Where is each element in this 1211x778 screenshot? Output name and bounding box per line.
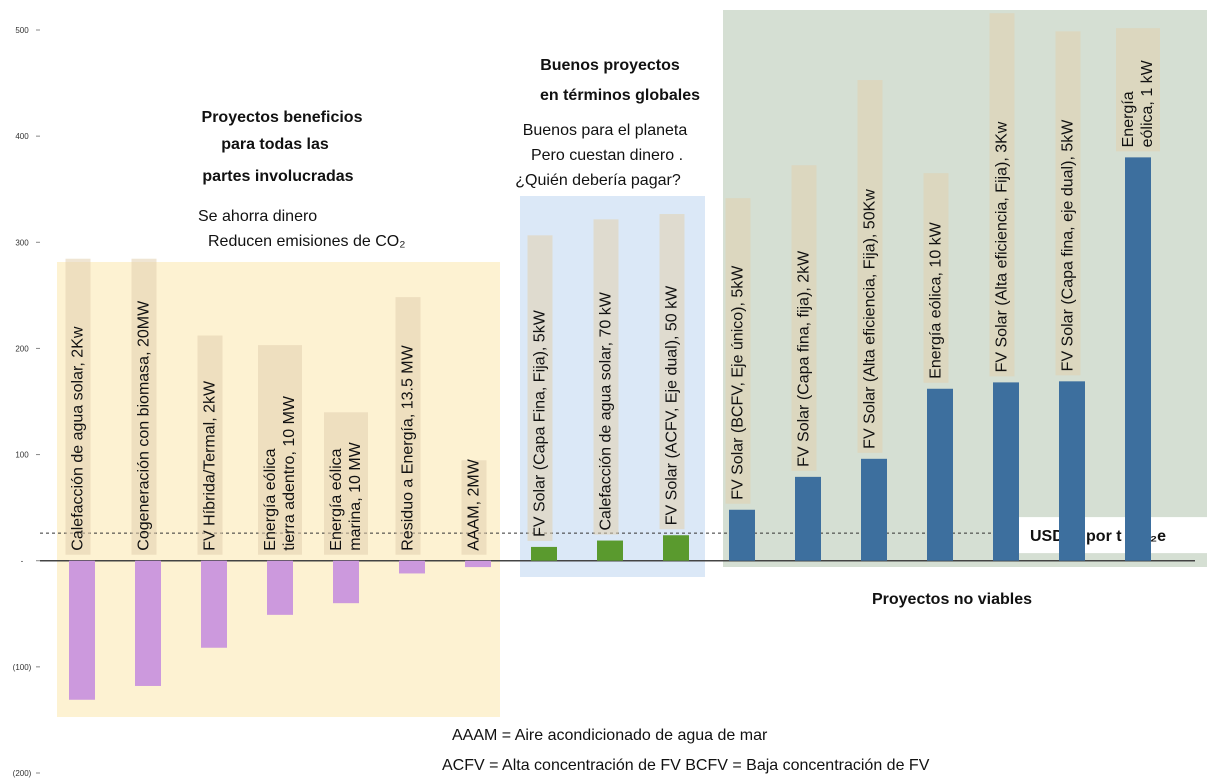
label-bg <box>593 219 619 535</box>
label-bg <box>395 297 421 555</box>
bar <box>597 540 623 561</box>
footnote: AAAM = Aire acondicionado de agua de mar <box>452 727 768 744</box>
x-tick-label: FV Solar (Capa Fina, Fija), 5kW <box>532 309 549 537</box>
bar <box>1059 381 1085 561</box>
y-tick-label: 100 <box>15 451 29 460</box>
group-title: partes involucradas <box>202 168 353 185</box>
bar <box>861 458 887 561</box>
bar <box>795 476 821 561</box>
x-tick-label: Cogeneración con biomasa, 20MW <box>136 300 153 551</box>
label-bg <box>989 13 1015 377</box>
bar <box>663 535 689 561</box>
y-tick-label: 500 <box>15 26 29 35</box>
y-tick-label: - <box>21 557 24 566</box>
group-note: Buenos para el planeta <box>523 122 688 139</box>
x-tick-label: AAAM, 2MW <box>466 458 483 550</box>
bar <box>1125 157 1151 561</box>
x-tick-label: Energía eólica <box>262 448 279 550</box>
group-note: Reducen emisiones de CO₂ <box>208 233 405 250</box>
x-tick-label: Energía eólica <box>328 448 345 550</box>
group-title: Buenos proyectos <box>540 57 680 74</box>
label-bg <box>131 258 157 555</box>
label-bg <box>258 345 302 555</box>
x-tick-label: FV Solar (Capa fina, eje dual), 5kW <box>1060 119 1077 372</box>
x-tick-label: Energía eólica, 10 kW <box>928 221 945 378</box>
x-tick-label: Energía <box>1120 91 1137 147</box>
group-note: ¿Quién debería pagar? <box>515 172 681 189</box>
bar <box>267 560 293 615</box>
label-bg <box>461 460 487 555</box>
bar <box>201 560 227 648</box>
label-bg <box>857 80 883 453</box>
x-tick-label: FV Solar (Alta eficiencia, Fija), 3Kw <box>994 121 1011 372</box>
label-bg <box>527 235 553 541</box>
bar <box>69 560 95 700</box>
y-tick-label: (200) <box>13 769 32 778</box>
bar <box>465 560 491 568</box>
group-title: Proyectos beneficios <box>202 109 363 126</box>
label-bg <box>324 412 368 555</box>
label-bg <box>725 198 751 504</box>
footnote: ACFV = Alta concentración de FV BCFV = B… <box>442 757 930 774</box>
x-tick-label: eólica, 1 kW <box>1139 59 1156 147</box>
bar <box>531 546 557 561</box>
y-tick-label: (100) <box>13 663 32 672</box>
group-title: en términos globales <box>540 87 700 104</box>
label-bg <box>197 335 223 555</box>
bar <box>927 388 953 561</box>
label-bg <box>923 173 949 383</box>
x-tick-label: FV Solar (Capa fina, fija), 2kW <box>796 250 813 467</box>
label-bg <box>1055 31 1081 376</box>
group-title: Proyectos no viables <box>872 591 1032 608</box>
x-tick-label: Calefacción de agua solar, 70 kW <box>598 291 615 530</box>
x-tick-label: FV Híbrida/Termal, 2kW <box>202 380 219 551</box>
x-tick-label: FV Solar (ACFV, Eje dual), 50 kW <box>664 285 681 525</box>
bar <box>333 560 359 604</box>
y-tick-label: 300 <box>15 238 29 247</box>
label-bg <box>1116 28 1160 152</box>
bar <box>993 382 1019 561</box>
label-bg <box>791 165 817 471</box>
group-note: Pero cuestan dinero . <box>531 147 683 164</box>
bar <box>135 560 161 686</box>
x-tick-label: tierra adentro, 10 MW <box>281 395 298 551</box>
reference-label-bg <box>1018 517 1208 554</box>
x-tick-label: Residuo a Energía, 13.5 MW <box>400 344 417 550</box>
x-tick-label: marina, 10 MW <box>347 441 364 550</box>
y-tick-label: 200 <box>15 344 29 353</box>
label-bg <box>659 214 685 530</box>
y-tick-label: 400 <box>15 132 29 141</box>
label-bg <box>65 258 91 555</box>
x-tick-label: Calefacción de agua solar, 2Kw <box>70 326 87 551</box>
group-note: Se ahorra dinero <box>198 208 317 225</box>
x-tick-label: FV Solar (BCFV, Eje único), 5kW <box>730 265 747 500</box>
bar <box>729 509 755 561</box>
group-title: para todas las <box>221 136 329 153</box>
x-tick-label: FV Solar (Alta eficiencia, Fija), 50Kw <box>862 189 879 449</box>
bar <box>399 560 425 574</box>
